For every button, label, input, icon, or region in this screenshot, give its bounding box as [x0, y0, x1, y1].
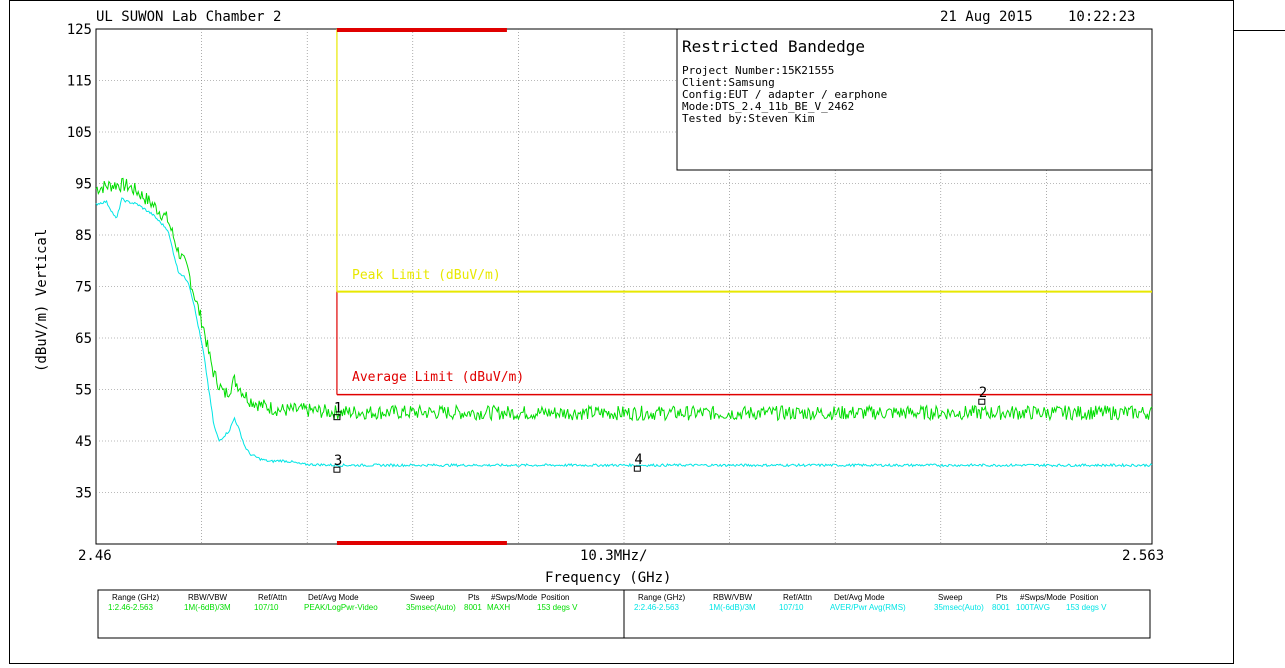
settings-header: Position [541, 593, 569, 602]
settings-header: RBW/VBW [188, 593, 228, 602]
settings-header: Range (GHz) [638, 593, 685, 602]
settings-cell: 153 degs V [537, 603, 578, 612]
settings-cell: PEAK/LogPwr-Video [304, 603, 378, 612]
y-tick-label: 65 [75, 331, 92, 347]
settings-header: Det/Avg Mode [834, 593, 885, 602]
settings-header: Det/Avg Mode [308, 593, 359, 602]
marker-2 [978, 398, 986, 405]
lab-title: UL SUWON Lab Chamber 2 [96, 9, 281, 25]
info-title: Restricted Bandedge [682, 37, 865, 56]
settings-header: Sweep [938, 593, 963, 602]
settings-header: Ref/Attn [258, 593, 287, 602]
marker-label: 1 [334, 401, 342, 417]
average-limit-label: Average Limit (dBuV/m) [352, 370, 524, 385]
settings-cell: 1M(-6dB)/3M [184, 603, 231, 612]
header-time: 10:22:23 [1068, 9, 1135, 25]
settings-cell: AVER/Pwr Avg(RMS) [830, 603, 906, 612]
header-date: 21 Aug 2015 [940, 9, 1033, 25]
settings-cell: 1M(-6dB)/3M [709, 603, 756, 612]
settings-header: Pts [468, 593, 480, 602]
y-tick-label: 75 [75, 280, 92, 296]
info-line: Client:Samsung [682, 76, 775, 89]
traces [95, 177, 1153, 468]
settings-cell: 153 degs V [1066, 603, 1107, 612]
settings-content: Range (GHz) RBW/VBW Ref/Attn Det/Avg Mode Sw… [108, 593, 1107, 612]
x-span-label: 10.3MHz/ [580, 548, 647, 564]
settings-cell: MAXH [487, 603, 510, 612]
y-tick-label: 125 [67, 22, 92, 38]
settings-cell: 107/10 [779, 603, 804, 612]
x-stop-label: 2.563 [1122, 548, 1164, 564]
marker-4 [633, 465, 641, 472]
y-axis-label: (dBuV/m) Vertical [34, 229, 50, 372]
settings-cell: 2:2.46-2.563 [634, 603, 679, 612]
info-line: Config:EUT / adapter / earphone [682, 88, 887, 101]
y-tick-label: 115 [67, 74, 92, 90]
marker-label: 2 [979, 385, 987, 401]
right-column-cell [1233, 0, 1285, 31]
settings-header: Sweep [410, 593, 435, 602]
x-start-label: 2.46 [78, 548, 112, 564]
x-axis-label: Frequency (GHz) [545, 570, 671, 586]
settings-header: RBW/VBW [713, 593, 753, 602]
settings-header: Pts [996, 593, 1008, 602]
y-tick-label: 85 [75, 228, 92, 244]
y-tick-label: 95 [75, 177, 92, 193]
settings-cell: 107/10 [254, 603, 279, 612]
markers: 1 2 3 4 [333, 385, 987, 473]
settings-header: Ref/Attn [783, 593, 812, 602]
settings-header: Range (GHz) [112, 593, 159, 602]
y-tick-labels: 125 115 105 95 85 75 65 55 45 35 [67, 22, 92, 502]
trace-average [95, 197, 1153, 468]
settings-cell: 1:2.46-2.563 [108, 603, 153, 612]
settings-cell: 35msec(Auto) [934, 603, 984, 612]
marker-label: 4 [634, 452, 642, 468]
marker-label: 3 [334, 453, 342, 469]
marker-1 [333, 414, 341, 421]
peak-limit-label: Peak Limit (dBuV/m) [352, 268, 501, 283]
settings-cell: 35msec(Auto) [406, 603, 456, 612]
info-box [676, 28, 1153, 171]
info-lines: Project Number:15K21555Client:SamsungCon… [682, 64, 887, 125]
info-line: Project Number:15K21555 [682, 64, 834, 77]
info-line: Mode:DTS_2.4_11b_BE_V_2462 [682, 100, 854, 113]
limit-lines [336, 28, 1152, 545]
settings-header: Position [1070, 593, 1098, 602]
settings-cell: 8001 [992, 603, 1010, 612]
settings-header: #Swps/Mode [1020, 593, 1067, 602]
settings-header: #Swps/Mode [491, 593, 538, 602]
marker-3 [333, 466, 341, 473]
y-tick-label: 55 [75, 383, 92, 399]
info-line: Tested by:Steven Kim [682, 112, 815, 125]
y-tick-label: 35 [75, 486, 92, 502]
y-tick-label: 105 [67, 125, 92, 141]
settings-cell: 8001 [464, 603, 482, 612]
trace-peak [95, 177, 1153, 422]
settings-cell: 100TAVG [1016, 603, 1050, 612]
y-tick-label: 45 [75, 434, 92, 450]
